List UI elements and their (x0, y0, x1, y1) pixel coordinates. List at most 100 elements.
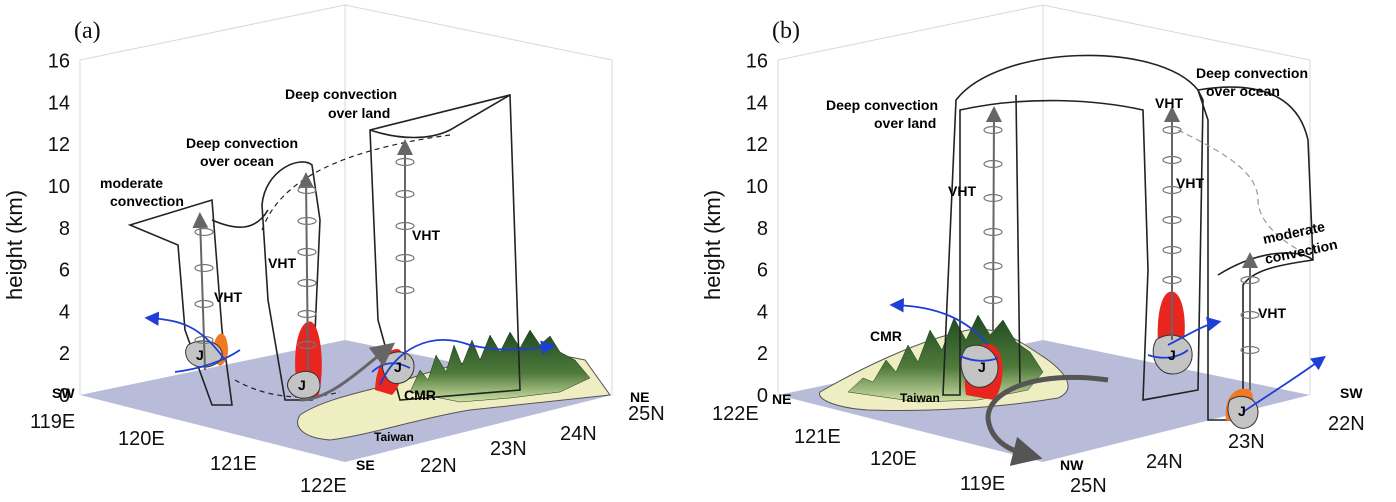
island-label: Taiwan (900, 391, 940, 405)
panel-label: (a) (74, 18, 101, 44)
deep-ocean-label-2: over ocean (200, 153, 274, 169)
corner-label-left: NE (772, 391, 791, 407)
vht-arrows (192, 139, 413, 371)
vht-label: VHT (268, 255, 296, 271)
y-tick: 2 (757, 343, 768, 365)
low-level-jets (960, 334, 1259, 429)
latitude-tick-labels: 22N 23N 24N 25N (420, 403, 665, 477)
cmr-label: CMR (870, 328, 902, 344)
moderate-convection-label-1: moderate (100, 175, 163, 191)
y-tick: 16 (746, 51, 768, 73)
convection-envelopes (127, 93, 521, 406)
back-wall-grid (777, 4, 1311, 395)
spiral-loop (983, 193, 1003, 203)
y-tick: 14 (48, 92, 70, 114)
y-tick: 14 (746, 92, 768, 114)
lon-tick: 122E (712, 403, 759, 425)
spiral-loop (297, 309, 317, 319)
longitude-tick-labels: 122E 121E 120E 119E (712, 403, 1005, 495)
vht-label: VHT (1155, 95, 1183, 111)
vht-label: VHT (948, 183, 976, 199)
dashed-connectors (1177, 129, 1309, 256)
lon-tick: 120E (870, 448, 917, 470)
vht-arrows (985, 106, 1258, 390)
deep-land-label-2: over land (328, 105, 390, 121)
lon-tick: 119E (960, 473, 1005, 495)
deep-ocean-label-1: Deep convection (186, 135, 298, 151)
y-axis-label: height (km) (2, 190, 27, 300)
y-tick: 0 (757, 385, 768, 407)
y-tick: 0 (59, 385, 70, 407)
island-label: Taiwan (374, 430, 414, 444)
y-tick-labels: 0 2 4 6 8 10 12 14 16 (48, 51, 70, 407)
y-tick: 10 (48, 176, 70, 198)
spiral-loop (1162, 275, 1182, 285)
spiral-loop (983, 227, 1003, 237)
deep-ocean-label-1: Deep convection (1196, 65, 1308, 81)
vht-label: VHT (1176, 175, 1204, 191)
panel-b-figure: (b) height (km) 0 2 4 6 8 10 12 14 16 Deep conve… (700, 4, 1365, 497)
spiral-loop (297, 185, 317, 195)
panel-a-figure: (a) height (km) 0 2 4 6 8 10 12 14 16 moderate c… (2, 4, 665, 497)
spiral-loop (1162, 155, 1182, 165)
spiral-loop (297, 340, 317, 350)
y-tick-labels: 0 2 4 6 8 10 12 14 16 (746, 51, 768, 407)
flow-arrows (144, 311, 556, 386)
corner-label-right: SW (1340, 385, 1363, 401)
y-tick: 4 (757, 301, 768, 323)
deep-land-label-2: over land (874, 115, 936, 131)
spiral-loop (395, 189, 415, 199)
y-tick: 6 (757, 260, 768, 282)
spiral-loop (194, 299, 214, 309)
spiral-loop (983, 295, 1003, 305)
spiral-loop (1240, 345, 1260, 355)
spiral-loop (1162, 185, 1182, 195)
spiral-loop (1162, 125, 1182, 135)
convection-envelopes (942, 54, 1314, 421)
jet-label: J (394, 359, 402, 375)
spiral-loop (395, 157, 415, 167)
lon-tick: 121E (794, 426, 841, 448)
latitude-tick-labels: 25N 24N 23N 22N (1070, 413, 1365, 497)
lat-tick: 22N (1328, 413, 1365, 435)
lat-tick: 25N (628, 403, 665, 425)
panel-label: (b) (772, 18, 800, 44)
panel-b: (b) height (km) 0 2 4 6 8 10 12 14 16 Deep conve… (698, 0, 1396, 502)
corner-label-right: NE (630, 389, 649, 405)
jet-label: J (298, 377, 306, 393)
spiral-loop (297, 278, 317, 288)
y-tick: 4 (59, 301, 70, 323)
lon-tick: 119E (30, 411, 75, 433)
vht-spirals (983, 125, 1260, 355)
vht-label: VHT (1258, 305, 1286, 321)
panel-a: (a) height (km) 0 2 4 6 8 10 12 14 16 moderate c… (2, 4, 665, 497)
lat-tick: 22N (420, 455, 457, 477)
deep-land-label-1: Deep convection (826, 97, 938, 113)
lon-tick: 122E (300, 475, 347, 497)
deep-ocean-label-2: over ocean (1206, 83, 1280, 99)
spiral-loop (983, 261, 1003, 271)
spiral-loop (1240, 275, 1260, 285)
lat-tick: 24N (560, 423, 597, 445)
vht-label: VHT (214, 289, 242, 305)
spiral-loop (1240, 310, 1260, 320)
corner-label-bottom: SE (356, 457, 375, 473)
y-tick: 2 (59, 343, 70, 365)
y-tick: 8 (757, 218, 768, 240)
spiral-loop (983, 125, 1003, 135)
longitude-tick-labels: 119E 120E 121E 122E (30, 411, 347, 497)
vht-spirals (194, 157, 415, 350)
deep-land-label-1: Deep convection (285, 86, 397, 102)
lon-tick: 121E (210, 453, 257, 475)
rotation-arrow (299, 342, 396, 402)
flow-arrows (889, 298, 1326, 413)
spiral-loop (395, 253, 415, 263)
lat-tick: 24N (1146, 451, 1183, 473)
y-tick: 6 (59, 260, 70, 282)
moderate-convection-label-2: convection (110, 193, 184, 209)
jet-label: J (1168, 347, 1176, 363)
lon-tick: 120E (118, 428, 165, 450)
spiral-loop (1162, 245, 1182, 255)
corner-label-left: SW (52, 385, 75, 401)
spiral-loop (395, 221, 415, 231)
